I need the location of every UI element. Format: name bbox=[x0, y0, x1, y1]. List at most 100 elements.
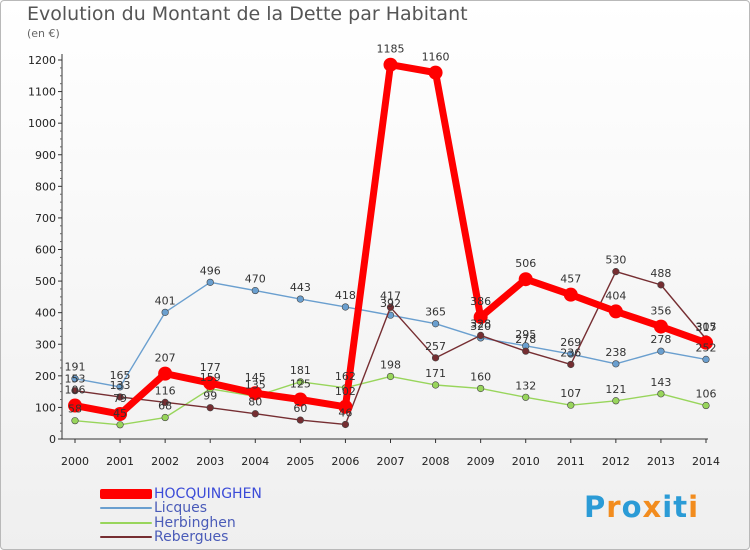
logo-letter: o bbox=[621, 490, 643, 524]
data-point bbox=[702, 401, 710, 410]
data-label: 295 bbox=[515, 328, 536, 341]
data-point bbox=[158, 366, 173, 381]
data-point bbox=[567, 360, 575, 369]
data-label: 133 bbox=[110, 379, 131, 392]
x-tick-label: 2001 bbox=[106, 455, 134, 468]
data-label: 132 bbox=[515, 379, 536, 392]
data-point bbox=[203, 376, 218, 391]
data-label: 305 bbox=[696, 321, 717, 334]
data-point bbox=[161, 398, 169, 406]
data-label: 457 bbox=[560, 273, 581, 286]
data-label: 162 bbox=[335, 370, 356, 383]
y-tick-label: 300 bbox=[35, 338, 56, 351]
data-point bbox=[113, 407, 128, 422]
data-point bbox=[473, 310, 488, 325]
data-point bbox=[567, 401, 575, 409]
data-point bbox=[248, 386, 263, 401]
y-tick-label: 900 bbox=[35, 149, 56, 162]
data-label: 191 bbox=[65, 361, 86, 374]
data-label: 365 bbox=[425, 306, 446, 319]
data-point bbox=[431, 354, 440, 362]
legend-item-herbinghen: Herbinghen bbox=[100, 515, 236, 531]
logo-letter: i bbox=[688, 490, 700, 524]
x-tick-label: 2007 bbox=[377, 455, 405, 468]
y-tick-label: 100 bbox=[35, 401, 56, 414]
data-label: 68 bbox=[158, 400, 172, 413]
data-point bbox=[431, 381, 440, 389]
logo-letter: i bbox=[662, 490, 674, 524]
data-point bbox=[251, 286, 259, 295]
legend-label: Rebergues bbox=[154, 529, 229, 545]
data-label: 207 bbox=[155, 352, 176, 365]
data-point bbox=[116, 421, 124, 429]
data-label: 58 bbox=[68, 403, 82, 416]
proxiti-logo: Proxiti bbox=[584, 490, 699, 524]
logo-letter: t bbox=[673, 490, 689, 524]
data-point bbox=[161, 413, 169, 422]
legend-swatch bbox=[100, 489, 152, 499]
data-point bbox=[161, 308, 169, 316]
data-point bbox=[699, 335, 713, 350]
data-point bbox=[116, 393, 124, 401]
data-point bbox=[518, 272, 533, 287]
data-label: 160 bbox=[470, 370, 491, 383]
data-label: 269 bbox=[560, 336, 581, 349]
data-point bbox=[296, 378, 304, 386]
x-tick-label: 2014 bbox=[692, 455, 720, 468]
data-label: 278 bbox=[515, 333, 536, 346]
legend-swatch bbox=[100, 507, 152, 509]
data-point bbox=[702, 355, 710, 364]
data-point bbox=[68, 398, 82, 413]
legend-item-licques: Licques bbox=[100, 500, 208, 516]
y-tick-label: 1100 bbox=[28, 86, 56, 99]
data-label: 165 bbox=[110, 369, 131, 382]
data-label: 356 bbox=[650, 305, 671, 318]
data-point bbox=[386, 372, 395, 381]
data-label: 106 bbox=[65, 384, 86, 397]
data-label: 320 bbox=[470, 320, 491, 333]
data-label: 116 bbox=[155, 384, 176, 397]
data-point bbox=[116, 383, 124, 391]
data-point bbox=[71, 375, 79, 383]
legend-swatch bbox=[100, 522, 152, 524]
data-label: 106 bbox=[696, 388, 717, 401]
data-point bbox=[653, 319, 668, 334]
y-tick-label: 800 bbox=[35, 180, 56, 193]
x-tick-label: 2010 bbox=[512, 455, 540, 468]
legend-swatch bbox=[100, 536, 152, 538]
y-tick-label: 0 bbox=[49, 433, 56, 446]
data-label: 45 bbox=[113, 407, 127, 420]
y-tick-label: 200 bbox=[35, 370, 56, 383]
data-point bbox=[431, 320, 440, 328]
data-point bbox=[563, 287, 578, 302]
data-label: 392 bbox=[380, 297, 401, 310]
x-tick-label: 2003 bbox=[196, 455, 224, 468]
legend-label: Licques bbox=[154, 500, 208, 516]
data-label: 177 bbox=[200, 361, 221, 374]
y-tick-label: 500 bbox=[35, 275, 56, 288]
data-label: 417 bbox=[380, 289, 401, 302]
y-tick-label: 700 bbox=[35, 212, 56, 225]
data-point bbox=[612, 360, 620, 368]
data-label: 1160 bbox=[422, 51, 450, 64]
data-point bbox=[251, 410, 259, 418]
data-label: 506 bbox=[515, 257, 536, 270]
logo-letter: x bbox=[642, 490, 663, 524]
legend-item-rebergues: Rebergues bbox=[100, 529, 229, 545]
data-point bbox=[296, 416, 304, 424]
data-label: 80 bbox=[248, 396, 262, 409]
data-label: 488 bbox=[650, 267, 671, 280]
logo-letter: r bbox=[606, 490, 622, 524]
data-label: 159 bbox=[200, 371, 221, 384]
data-label: 125 bbox=[290, 378, 311, 391]
y-tick-label: 600 bbox=[35, 244, 56, 257]
y-tick-label: 1000 bbox=[28, 117, 56, 130]
x-tick-label: 2002 bbox=[151, 455, 179, 468]
data-label: 418 bbox=[335, 289, 356, 302]
data-label: 79 bbox=[113, 392, 127, 405]
data-label: 257 bbox=[425, 340, 446, 353]
x-tick-label: 2013 bbox=[647, 455, 675, 468]
data-label: 238 bbox=[605, 346, 626, 359]
x-tick-label: 2009 bbox=[467, 455, 495, 468]
data-point bbox=[341, 303, 350, 311]
